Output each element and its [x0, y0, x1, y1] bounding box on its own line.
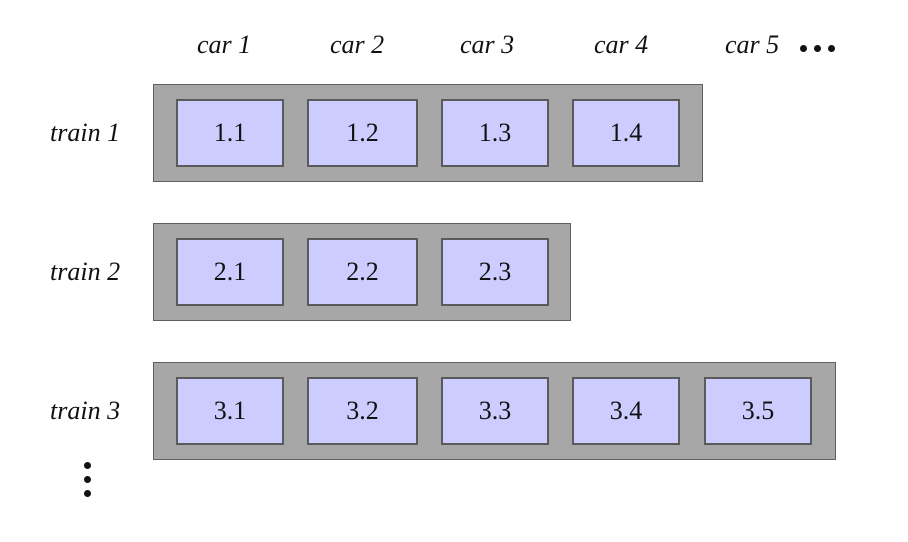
car-1-3: 1.3	[441, 99, 549, 167]
column-label-car-4: car 4	[594, 30, 649, 59]
car-3-4: 3.4	[572, 377, 680, 445]
train-2: 2.1 2.2 2.3	[153, 223, 571, 321]
column-label-car-5: car 5	[725, 30, 780, 59]
column-label-car-3: car 3	[460, 30, 515, 59]
car-1-4: 1.4	[572, 99, 680, 167]
car-2-1: 2.1	[176, 238, 284, 306]
column-label-car-1: car 1	[197, 30, 252, 59]
car-2-2: 2.2	[307, 238, 418, 306]
car-1-2: 1.2	[307, 99, 418, 167]
car-3-2: 3.2	[307, 377, 418, 445]
car-3-5: 3.5	[704, 377, 812, 445]
train-3: 3.1 3.2 3.3 3.4 3.5	[153, 362, 836, 460]
car-3-3: 3.3	[441, 377, 549, 445]
row-label-train-3: train 3	[50, 396, 121, 425]
row-label-train-2: train 2	[50, 257, 121, 286]
car-1-1: 1.1	[176, 99, 284, 167]
train-1: 1.1 1.2 1.3 1.4	[153, 84, 703, 182]
row-label-train-1: train 1	[50, 118, 121, 147]
car-2-3: 2.3	[441, 238, 549, 306]
column-label-car-2: car 2	[330, 30, 385, 59]
car-3-1: 3.1	[176, 377, 284, 445]
